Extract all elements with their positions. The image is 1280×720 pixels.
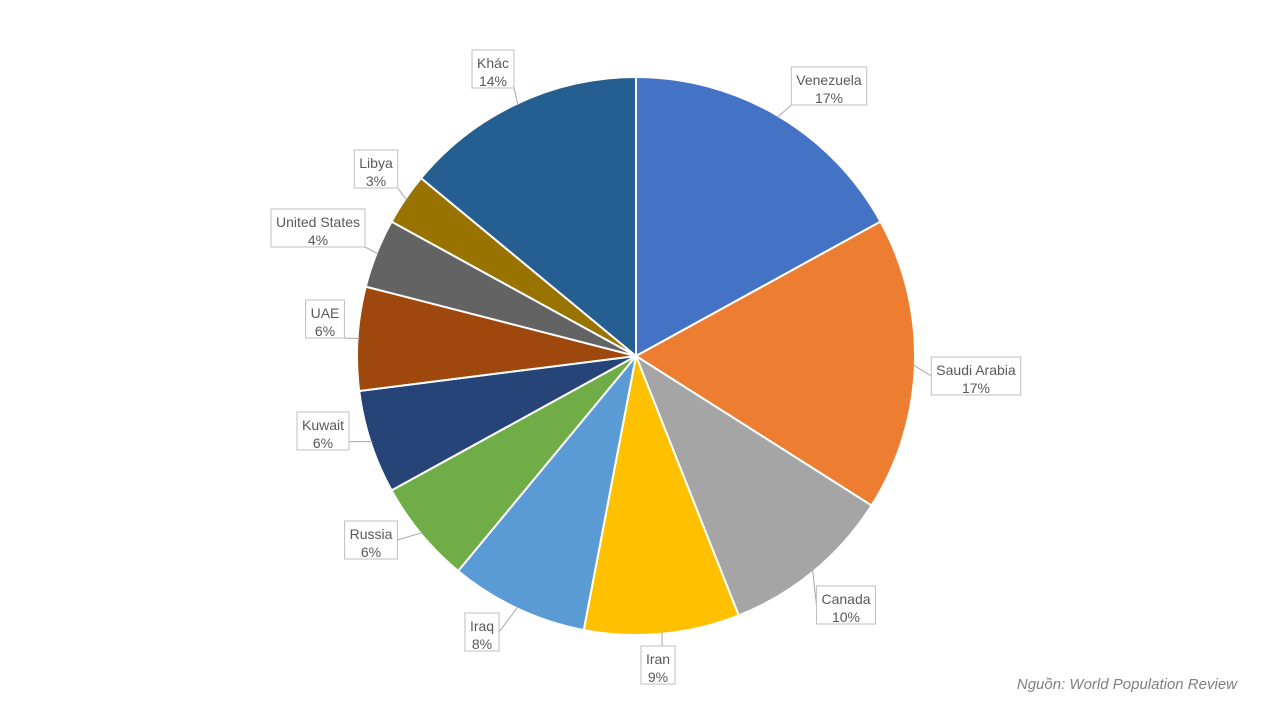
label-value-venezuela: 17% (815, 90, 843, 106)
label-box-russia (344, 520, 398, 560)
label-value-uae: 6% (315, 323, 335, 339)
label-category-canada: Canada (821, 591, 870, 607)
data-label-canada: Canada 10% (812, 569, 877, 625)
label-value-russia: 6% (361, 544, 381, 560)
label-category-uae: UAE (311, 305, 340, 321)
label-value-libya: 3% (366, 173, 386, 189)
label-box-united-states (270, 208, 366, 248)
label-box-iraq (464, 612, 500, 652)
label-category-united-states: United States (276, 214, 360, 230)
leader-line-canada (812, 569, 817, 606)
label-category-venezuela: Venezuela (796, 72, 862, 88)
leader-line-kh-c (513, 87, 519, 106)
label-category-kh-c: Khác (477, 55, 509, 71)
label-value-iraq: 8% (472, 636, 492, 652)
data-label-russia: Russia 6% (344, 520, 423, 560)
leader-line-russia (397, 532, 423, 541)
leader-line-iraq (498, 606, 519, 633)
data-label-iran: Iran 9% (640, 631, 676, 685)
leader-line-united-states (364, 246, 379, 255)
data-label-united-states: United States 4% (270, 208, 379, 255)
data-label-kuwait: Kuwait 6% (296, 411, 373, 451)
data-label-uae: UAE 6% (305, 299, 360, 340)
slice-venezuela (635, 75, 882, 358)
label-box-libya (353, 149, 399, 189)
leader-line-venezuela (776, 104, 792, 118)
label-box-kh-c (471, 49, 515, 89)
label-box-iran (640, 645, 676, 685)
leader-line-uae (344, 337, 360, 340)
source-note: Nguồn: World Population Review (1016, 676, 1237, 693)
label-category-kuwait: Kuwait (302, 417, 344, 433)
label-box-venezuela (790, 66, 868, 106)
label-category-russia: Russia (350, 526, 393, 542)
label-value-canada: 10% (832, 609, 860, 625)
data-label-iraq: Iraq 8% (464, 606, 519, 652)
label-value-united-states: 4% (308, 232, 328, 248)
data-labels: Venezuela 17% Saudi Arabia 17% Canada 10% Iran… (270, 49, 1022, 685)
slice-saudi-arabia (634, 220, 916, 507)
label-box-kuwait (296, 411, 350, 451)
label-box-saudi-arabia (930, 356, 1022, 396)
slice-canada (633, 353, 873, 617)
leader-line-libya (397, 187, 408, 201)
label-value-saudi-arabia: 17% (962, 380, 990, 396)
label-category-saudi-arabia: Saudi Arabia (936, 362, 1016, 378)
data-label-venezuela: Venezuela 17% (776, 66, 868, 118)
label-box-canada (815, 585, 877, 625)
data-label-saudi-arabia: Saudi Arabia 17% (912, 356, 1022, 396)
pie-slices (356, 75, 916, 636)
label-box-uae (305, 299, 345, 339)
data-label-libya: Libya 3% (353, 149, 408, 201)
label-category-iraq: Iraq (470, 618, 494, 634)
leader-line-saudi-arabia (912, 364, 932, 377)
data-label-kh-c: Khác 14% (471, 49, 519, 106)
label-value-kh-c: 14% (479, 73, 507, 89)
label-category-libya: Libya (359, 155, 393, 171)
label-value-kuwait: 6% (313, 435, 333, 451)
label-category-iran: Iran (646, 651, 670, 667)
label-value-iran: 9% (648, 669, 668, 685)
